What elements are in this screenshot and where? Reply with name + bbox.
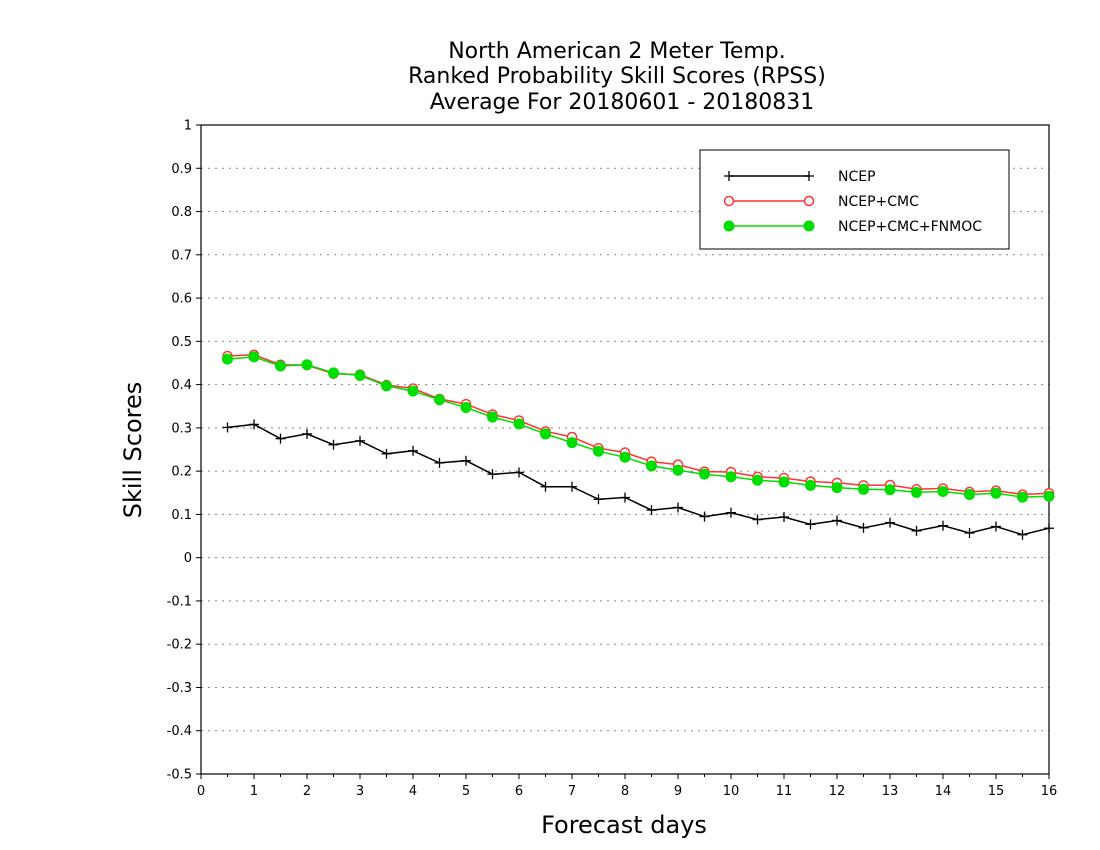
- x-tick-label: 12: [829, 784, 846, 799]
- y-tick-label: 0.4: [171, 378, 192, 393]
- data-point-marker: [1017, 491, 1028, 503]
- series-line: [227, 353, 1050, 496]
- y-tick-label: 0: [184, 551, 192, 566]
- data-point-marker: [460, 402, 472, 414]
- x-tick-label: 5: [462, 784, 470, 799]
- y-tick-label: 0.7: [171, 248, 192, 263]
- legend-label: NCEP+CMC: [838, 194, 919, 210]
- legend: NCEP NCEP+CMC NCEP+CMC+FNMOC: [699, 149, 1010, 250]
- y-tick-label: 0.2: [171, 465, 192, 480]
- x-axis-ticks: 0 1 2 3 4 5 6 7 8 9 10 11 12 13 14 15 16: [197, 774, 1057, 799]
- gridlines: [201, 124, 1049, 732]
- x-tick-label: 9: [674, 784, 682, 799]
- y-tick-label: -0.2: [167, 638, 192, 653]
- x-tick-label: 2: [303, 784, 311, 799]
- data-point-marker: [646, 460, 657, 472]
- legend-marker: [803, 195, 815, 207]
- data-point-marker: [752, 474, 763, 486]
- data-point-marker: [990, 487, 1002, 499]
- data-point-marker: [540, 428, 551, 440]
- data-point-marker: [1043, 490, 1055, 502]
- x-tick-label: 10: [723, 784, 740, 799]
- data-point-marker: [831, 482, 843, 494]
- legend-label: NCEP: [838, 169, 876, 185]
- x-tick-label: 1: [250, 784, 258, 799]
- y-axis-label: Skill Scores: [119, 382, 147, 519]
- legend-label: NCEP+CMC+FNMOC: [838, 219, 982, 235]
- y-tick-label: 0.9: [171, 162, 192, 177]
- x-tick-label: 7: [568, 784, 576, 799]
- x-tick-label: 13: [882, 784, 899, 799]
- legend-box: [699, 149, 1010, 250]
- x-axis-label: Forecast days: [541, 811, 707, 839]
- y-tick-label: 0.3: [171, 421, 192, 436]
- data-point-marker: [964, 488, 975, 500]
- x-tick-label: 16: [1041, 784, 1058, 799]
- legend-entry: NCEP+CMC: [723, 194, 919, 210]
- data-point-marker: [248, 351, 260, 363]
- y-tick-label: -0.4: [167, 724, 192, 739]
- legend-marker: [803, 220, 815, 232]
- x-tick-label: 8: [621, 784, 629, 799]
- chart-title: North American 2 Meter Temp. Ranked Prob…: [408, 39, 826, 115]
- y-tick-label: 1: [184, 119, 192, 134]
- y-tick-label: -0.1: [167, 594, 192, 609]
- y-axis-ticks: -0.5 -0.4 -0.3 -0.2 -0.1 0 0.1 0.2 0.3 0.4 0.5 0.6 0…: [167, 119, 201, 783]
- legend-entry: NCEP: [724, 169, 876, 185]
- series-2: [222, 351, 1055, 503]
- data-point-marker: [513, 418, 525, 430]
- y-tick-label: 0.8: [171, 205, 192, 220]
- x-tick-label: 11: [776, 784, 793, 799]
- data-point-marker: [672, 464, 684, 476]
- data-point-marker: [301, 359, 313, 371]
- data-point-marker: [328, 367, 339, 379]
- data-point-marker: [778, 476, 790, 488]
- data-point-marker: [487, 411, 498, 423]
- data-point-marker: [566, 437, 578, 449]
- y-tick-label: 0.1: [171, 508, 192, 523]
- data-point-marker: [619, 451, 631, 463]
- x-tick-label: 6: [515, 784, 523, 799]
- y-tick-label: 0.5: [171, 335, 192, 350]
- data-point-marker: [354, 370, 366, 382]
- chart-title-line-3: Average For 20180601 - 20180831: [430, 90, 815, 115]
- legend-entry: NCEP+CMC+FNMOC: [723, 219, 982, 235]
- data-point-marker: [699, 468, 710, 480]
- x-tick-label: 3: [356, 784, 364, 799]
- data-point-marker: [407, 385, 419, 397]
- data-point-marker: [275, 360, 286, 372]
- data-point-marker: [434, 394, 445, 406]
- data-series: [222, 349, 1055, 540]
- data-point-marker: [222, 353, 233, 365]
- x-tick-label: 0: [197, 784, 205, 799]
- legend-marker: [723, 195, 735, 207]
- y-tick-label: -0.3: [167, 681, 192, 696]
- chart-title-line-1: North American 2 Meter Temp.: [448, 39, 786, 64]
- y-tick-label: -0.5: [167, 768, 192, 783]
- series-1: [222, 349, 1055, 500]
- x-tick-label: 15: [988, 784, 1005, 799]
- data-point-marker: [937, 485, 949, 497]
- data-point-marker: [725, 471, 737, 483]
- data-point-marker: [858, 483, 869, 495]
- data-point-marker: [593, 445, 604, 457]
- series-line: [227, 423, 1050, 536]
- data-point-marker: [911, 486, 922, 498]
- data-point-marker: [884, 484, 896, 496]
- data-point-marker: [381, 380, 392, 392]
- data-point-marker: [805, 479, 816, 491]
- series-0: [222, 419, 1054, 540]
- x-tick-label: 14: [935, 784, 952, 799]
- series-line: [227, 356, 1050, 498]
- y-tick-label: 0.6: [171, 292, 192, 307]
- x-tick-label: 4: [409, 784, 417, 799]
- chart-title-line-2: Ranked Probability Skill Scores (RPSS): [408, 64, 826, 89]
- legend-marker: [723, 220, 735, 232]
